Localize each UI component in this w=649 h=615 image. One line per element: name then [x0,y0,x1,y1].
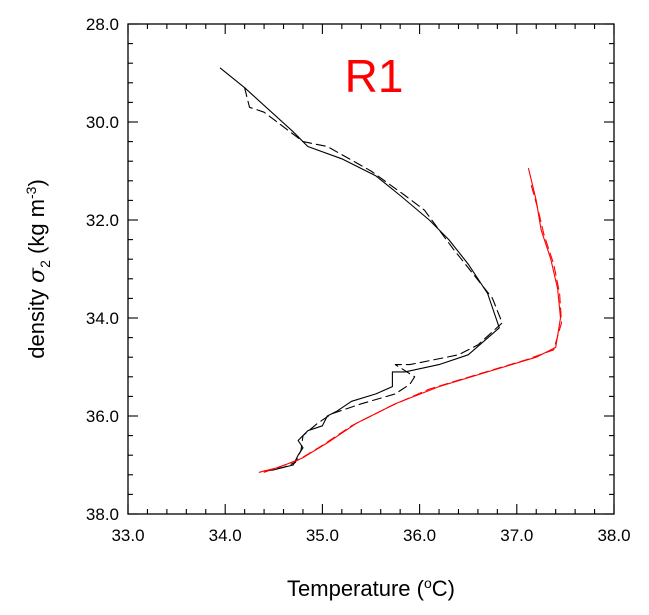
annotation-text: R1 [345,50,404,102]
y-tick-label: 30.0 [86,113,119,132]
x-axis-label-text: Temperature ( [287,576,425,601]
x-axis-label: Temperature (oC) [287,575,455,601]
plot-frame [127,23,615,515]
y-axis-label-sigma: σ [25,267,50,283]
x-tick-label: 35.0 [306,526,339,545]
x-tick-labels: 33.0 34.0 35.0 36.0 37.0 38.0 [111,526,630,545]
tick-layer [127,23,615,515]
y-axis-label-sup: -3 [23,186,39,199]
series-line-1 [219,67,500,472]
x-tick-label: 34.0 [209,526,242,545]
y-axis-label-unit: (kg m [24,199,49,260]
x-tick-label: 33.0 [111,526,144,545]
series-layer [219,67,563,473]
y-tick-labels: 28.0 30.0 32.0 34.0 36.0 38.0 [86,15,119,524]
x-tick-label: 38.0 [597,526,630,545]
y-tick-label: 38.0 [86,505,119,524]
y-axis-label: density σ2 (kg m-3) [23,179,53,359]
y-tick-label: 28.0 [86,15,119,34]
x-tick-label: 36.0 [403,526,436,545]
y-tick-label: 36.0 [86,407,119,426]
y-axis-label-text: density [24,283,49,359]
y-axis-label-sub: 2 [37,260,53,268]
y-tick-label: 32.0 [86,211,119,230]
series-line-2 [244,87,503,471]
x-tick-label: 37.0 [500,526,533,545]
x-axis-label-sup: o [424,575,432,591]
y-tick-label: 34.0 [86,309,119,328]
series-line-3 [258,167,562,473]
x-axis-label-unit: C) [432,576,455,601]
series-line-4 [263,185,563,473]
panel-annotation: R1 [345,50,404,102]
y-axis-label-close: ) [24,179,49,186]
